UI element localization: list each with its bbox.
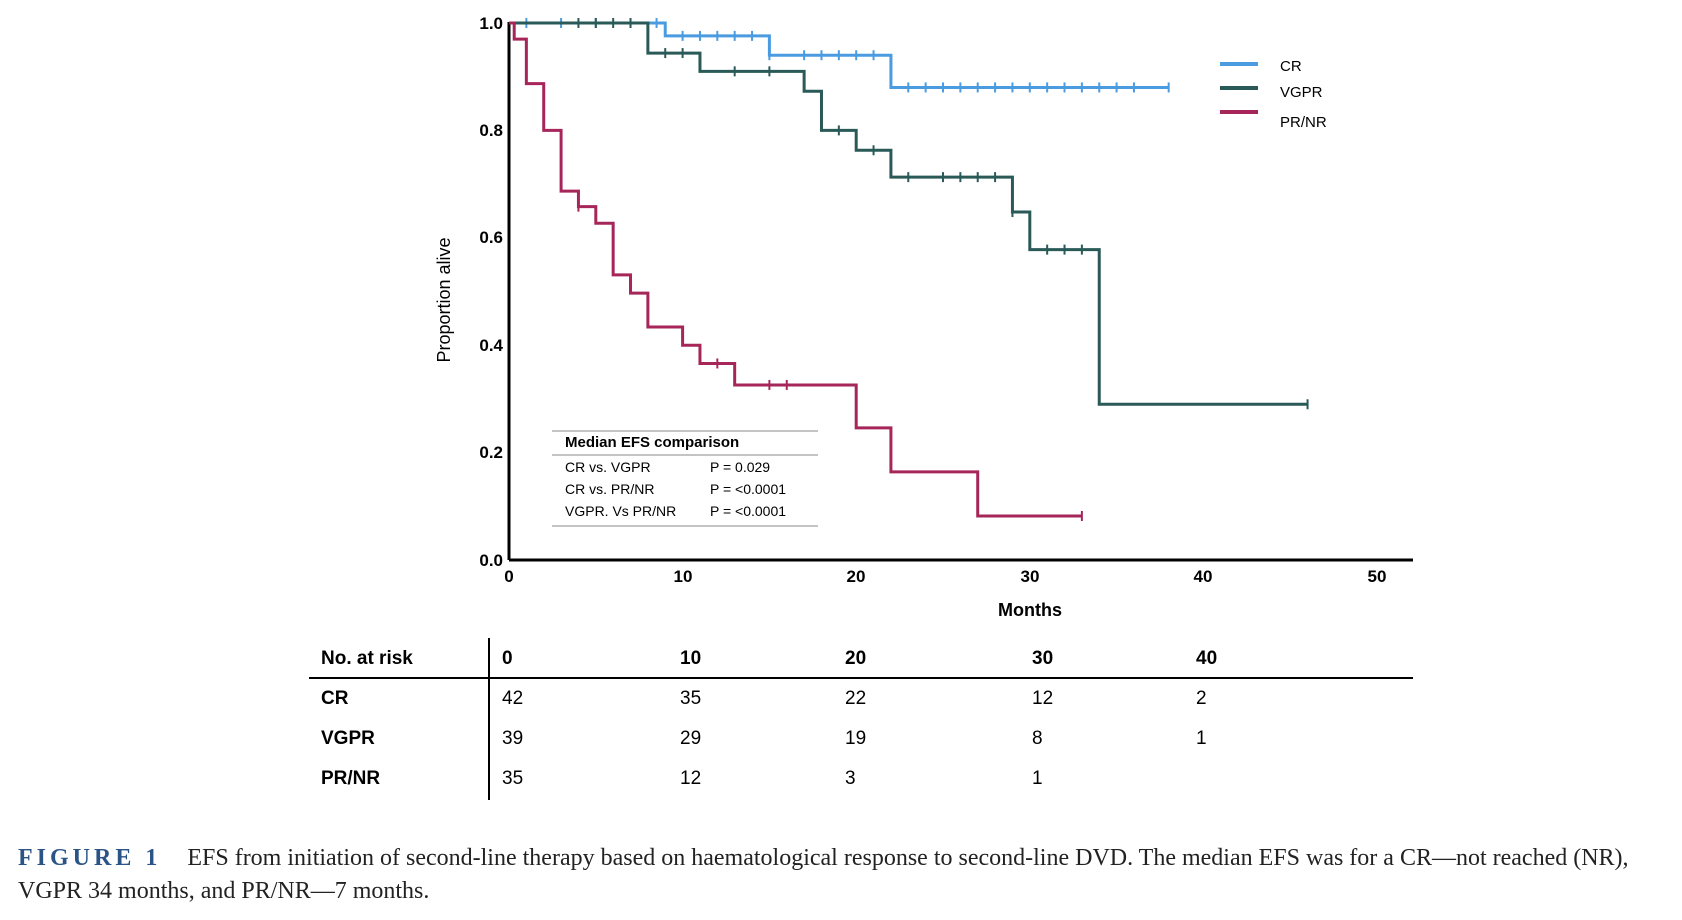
risk-row-label: CR xyxy=(321,688,349,709)
y-tick-label: 1.0 xyxy=(479,14,503,33)
inset-comparison: CR vs. PR/NR xyxy=(565,481,654,497)
risk-cell: 12 xyxy=(680,768,701,789)
legend: CR VGPR PR/NR xyxy=(1220,58,1327,131)
risk-header-label: No. at risk xyxy=(321,648,413,669)
median-efs-table: Median EFS comparison CR vs. VGPR P = 0.… xyxy=(552,430,818,527)
inset-p-value: P = <0.0001 xyxy=(710,481,786,497)
risk-cell: 19 xyxy=(845,728,866,749)
risk-cell: 39 xyxy=(502,728,523,749)
series-line-pr-nr xyxy=(509,21,1082,518)
y-tick-label: 0.0 xyxy=(479,551,503,570)
legend-label-prnr: PR/NR xyxy=(1280,114,1327,131)
legend-label-cr: CR xyxy=(1280,58,1302,75)
risk-cell: 2 xyxy=(1196,688,1207,709)
risk-table: No. at risk 0 10 20 30 40 CR 42 35 22 12… xyxy=(309,638,1413,800)
y-tick-label: 0.4 xyxy=(479,336,503,355)
y-axis-title: Proportion alive xyxy=(434,237,454,362)
legend-label-vgpr: VGPR xyxy=(1280,84,1323,101)
x-tick-label: 0 xyxy=(504,567,513,586)
risk-cell: 22 xyxy=(845,688,866,709)
x-tick-label: 50 xyxy=(1368,567,1387,586)
x-tick-label: 20 xyxy=(847,567,866,586)
inset-p-value: P = <0.0001 xyxy=(710,503,786,519)
figure-label: FIGURE 1 xyxy=(18,845,162,871)
risk-cell: 35 xyxy=(502,768,523,789)
y-tick-label: 0.6 xyxy=(479,228,503,247)
risk-time: 20 xyxy=(845,648,866,669)
risk-cell: 42 xyxy=(502,688,523,709)
series-line-cr xyxy=(509,21,1169,89)
x-tick-label: 30 xyxy=(1021,567,1040,586)
risk-cell: 35 xyxy=(680,688,701,709)
y-tick-label: 0.2 xyxy=(479,443,503,462)
x-tick-label: 10 xyxy=(674,567,693,586)
risk-time: 40 xyxy=(1196,648,1217,669)
risk-row-label: VGPR xyxy=(321,728,375,749)
y-tick-label: 0.8 xyxy=(479,121,503,140)
inset-comparison: CR vs. VGPR xyxy=(565,459,651,475)
inset-comparison: VGPR. Vs PR/NR xyxy=(565,503,676,519)
caption-text: EFS from initiation of second-line thera… xyxy=(18,845,1629,904)
inset-title: Median EFS comparison xyxy=(565,434,739,451)
risk-cell: 29 xyxy=(680,728,701,749)
figure-caption: FIGURE 1 EFS from initiation of second-li… xyxy=(18,842,1668,908)
risk-cell: 1 xyxy=(1196,728,1207,749)
km-plot: 0.0 0.2 0.4 0.6 0.8 1.0 0 10 20 30 40 50… xyxy=(434,14,1413,620)
risk-row-label: PR/NR xyxy=(321,768,380,789)
risk-cell: 12 xyxy=(1032,688,1053,709)
inset-p-value: P = 0.029 xyxy=(710,459,770,475)
series-layer xyxy=(509,18,1309,521)
x-axis-title: Months xyxy=(998,600,1062,620)
risk-cell: 3 xyxy=(845,768,856,789)
risk-cell: 8 xyxy=(1032,728,1043,749)
risk-time: 30 xyxy=(1032,648,1053,669)
x-tick-label: 40 xyxy=(1194,567,1213,586)
risk-cell: 1 xyxy=(1032,768,1043,789)
risk-time: 0 xyxy=(502,648,513,669)
risk-time: 10 xyxy=(680,648,701,669)
series-line-vgpr xyxy=(509,21,1308,406)
